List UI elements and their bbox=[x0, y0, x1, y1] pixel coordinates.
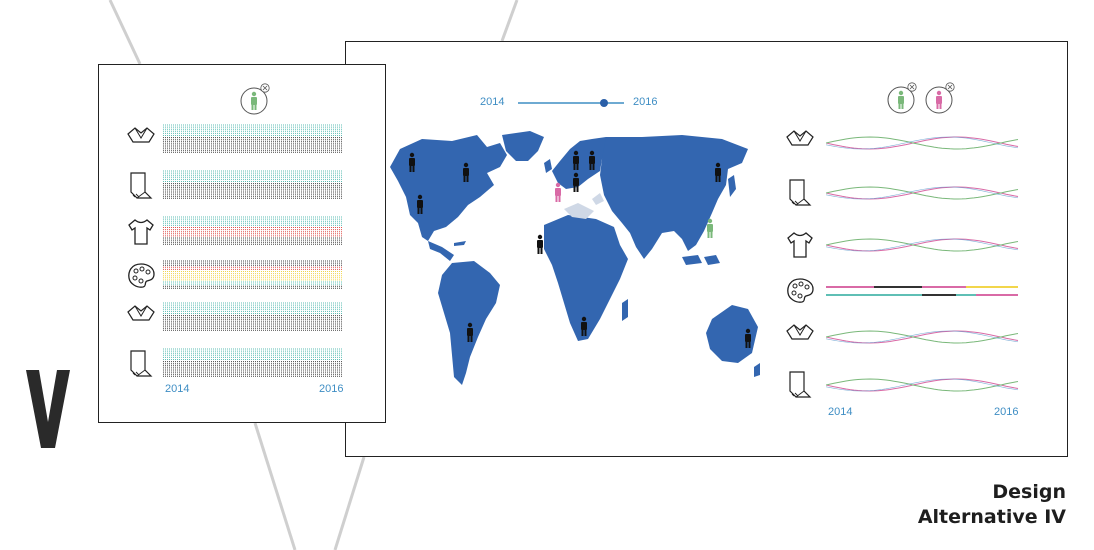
caption-line-2: Alternative IV bbox=[917, 506, 1066, 528]
trend-waves bbox=[826, 286, 1018, 296]
right-row[interactable] bbox=[776, 176, 1026, 210]
stitch-bar bbox=[163, 302, 343, 331]
fabric-roll-icon bbox=[130, 350, 153, 377]
tshirt-icon bbox=[128, 219, 154, 245]
roman-numeral: V bbox=[26, 370, 70, 448]
shirt-collar-icon bbox=[127, 305, 155, 321]
right-year-start: 2014 bbox=[828, 406, 853, 418]
person-green-filter-icon[interactable] bbox=[886, 82, 920, 116]
right-row[interactable] bbox=[776, 368, 1026, 402]
person-green-filter-icon[interactable] bbox=[239, 83, 273, 117]
continent-europe bbox=[552, 137, 612, 189]
continent-north-america bbox=[390, 135, 507, 241]
person-marker[interactable] bbox=[463, 162, 469, 182]
person-pink-filter-icon[interactable] bbox=[924, 82, 958, 116]
person-marker[interactable] bbox=[745, 328, 751, 348]
trend-waves bbox=[826, 186, 1019, 200]
continent-asia bbox=[600, 135, 748, 259]
right-row[interactable] bbox=[776, 274, 1026, 308]
person-marker[interactable] bbox=[589, 150, 595, 170]
slider-handle[interactable] bbox=[600, 99, 608, 107]
stitch-bar bbox=[163, 216, 343, 245]
person-marker[interactable] bbox=[467, 322, 473, 342]
stitch-bar bbox=[163, 124, 343, 153]
trend-waves bbox=[826, 330, 1019, 344]
shirt-collar-icon bbox=[786, 130, 814, 146]
person-marker[interactable] bbox=[573, 172, 579, 192]
left-year-end: 2016 bbox=[319, 383, 344, 395]
right-row[interactable] bbox=[776, 126, 1026, 160]
shirt-collar-icon bbox=[127, 127, 155, 143]
map-panel: 2014 2016 bbox=[345, 41, 1068, 457]
person-green-marker[interactable] bbox=[707, 218, 713, 238]
palette-icon bbox=[128, 263, 155, 288]
person-marker[interactable] bbox=[537, 234, 543, 254]
right-year-end: 2016 bbox=[994, 406, 1019, 418]
continent-africa bbox=[544, 215, 628, 341]
fabric-roll-icon bbox=[789, 371, 812, 398]
slider-end-year: 2016 bbox=[633, 96, 658, 108]
right-row[interactable] bbox=[776, 228, 1026, 262]
person-marker[interactable] bbox=[715, 162, 721, 182]
person-marker[interactable] bbox=[417, 194, 423, 214]
time-slider[interactable] bbox=[516, 96, 628, 110]
right-row[interactable] bbox=[776, 320, 1026, 354]
continent-south-america bbox=[438, 261, 500, 385]
person-pink-marker[interactable] bbox=[555, 182, 561, 202]
person-marker[interactable] bbox=[409, 152, 415, 172]
fabric-roll-icon bbox=[130, 172, 153, 199]
left-row[interactable] bbox=[99, 301, 387, 335]
left-row[interactable] bbox=[99, 259, 387, 293]
continent-greenland bbox=[502, 131, 544, 161]
trend-waves bbox=[826, 136, 1019, 150]
continent-australia bbox=[706, 305, 758, 363]
detail-panel: 2014 2016 bbox=[98, 64, 386, 423]
left-row[interactable] bbox=[99, 169, 387, 203]
left-row[interactable] bbox=[99, 123, 387, 157]
tshirt-icon bbox=[787, 232, 813, 258]
person-marker[interactable] bbox=[573, 150, 579, 170]
stitch-bar bbox=[163, 260, 343, 289]
stitch-bar bbox=[163, 170, 343, 199]
person-marker[interactable] bbox=[581, 316, 587, 336]
caption: Design Alternative IV bbox=[918, 480, 1066, 530]
trend-waves bbox=[826, 238, 1019, 252]
stitch-bar bbox=[163, 348, 343, 377]
palette-icon bbox=[787, 278, 814, 303]
shirt-collar-icon bbox=[786, 324, 814, 340]
slider-start-year: 2014 bbox=[480, 96, 505, 108]
left-row[interactable] bbox=[99, 347, 387, 381]
trend-waves bbox=[826, 378, 1019, 392]
left-row[interactable] bbox=[99, 215, 387, 249]
fabric-roll-icon bbox=[789, 179, 812, 206]
world-map[interactable] bbox=[382, 127, 762, 409]
caption-line-1: Design bbox=[992, 481, 1066, 503]
left-year-start: 2014 bbox=[165, 383, 190, 395]
